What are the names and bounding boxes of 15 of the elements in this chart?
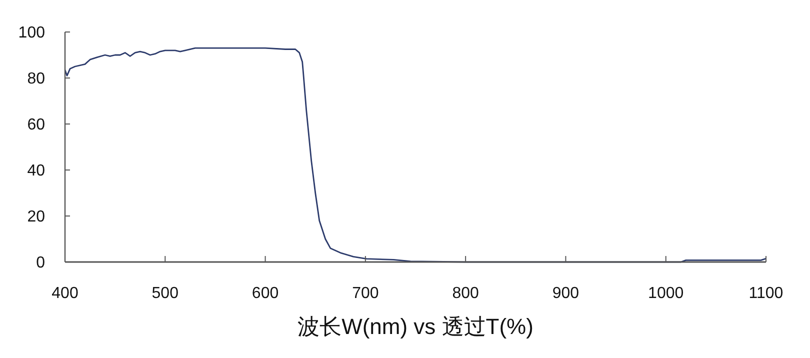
y-tick-label: 60	[27, 116, 46, 134]
y-tick-label: 100	[18, 24, 46, 42]
x-tick-label: 800	[452, 285, 480, 302]
x-tick-label: 1100	[748, 285, 784, 302]
x-tick-label: 400	[52, 285, 78, 302]
x-tick-label: 600	[252, 285, 279, 302]
x-axis-title: 波长W(nm) vs 透过T(%)	[298, 314, 534, 339]
y-tick-label: 80	[27, 70, 46, 88]
x-tick-label: 1000	[648, 285, 684, 302]
x-tick-label: 900	[552, 285, 580, 302]
x-tick-label: 500	[152, 285, 179, 302]
x-tick-label: 700	[352, 285, 379, 302]
y-tick-label: 0	[36, 254, 46, 272]
y-tick-label: 40	[27, 162, 46, 180]
y-tick-label: 20	[27, 208, 46, 226]
